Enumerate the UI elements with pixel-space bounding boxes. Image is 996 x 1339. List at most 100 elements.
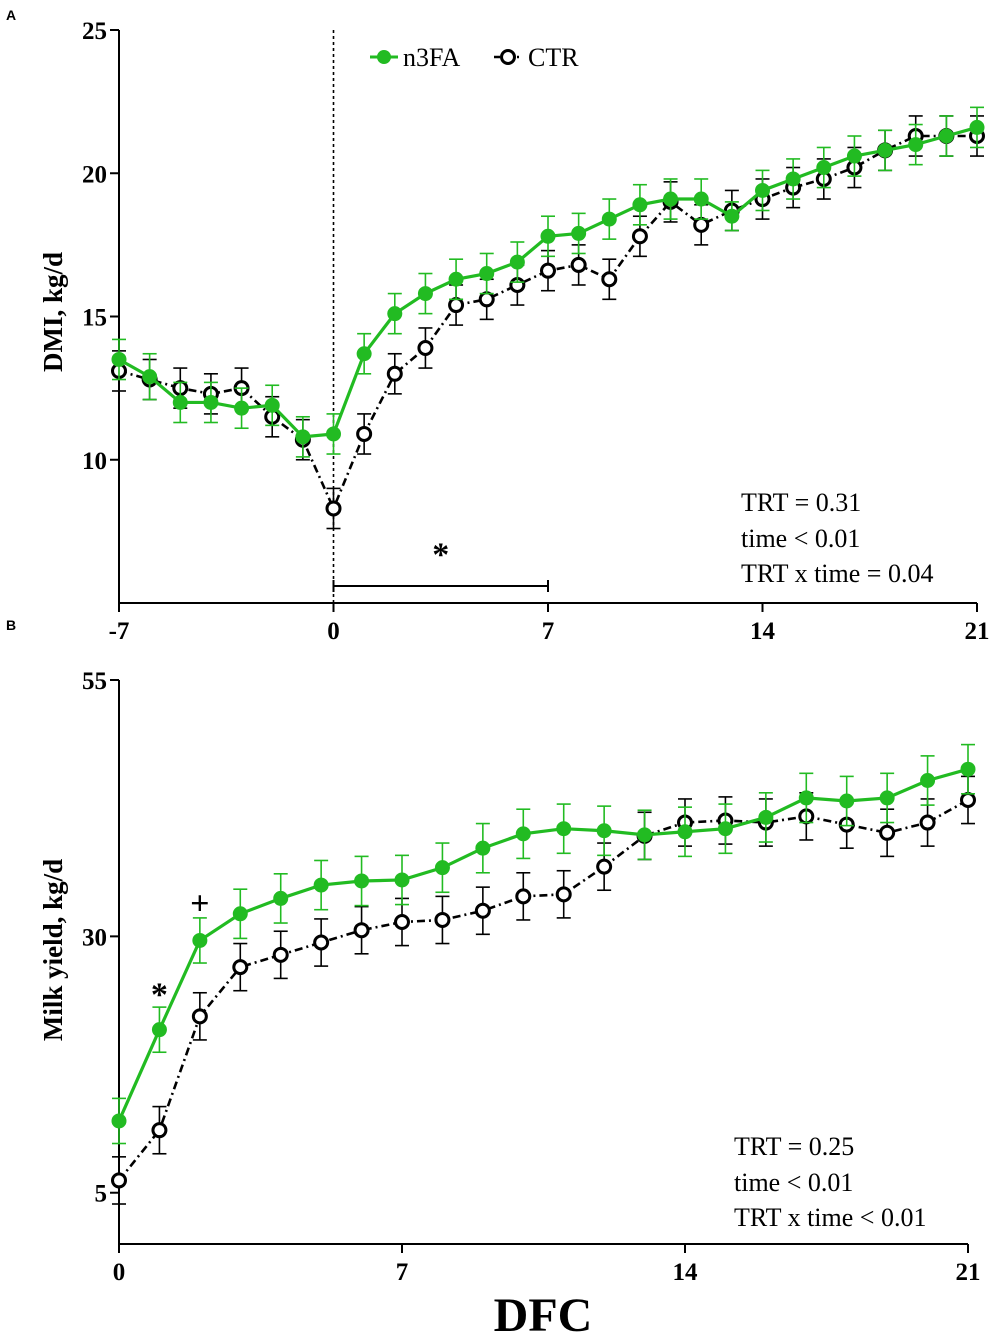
data-point-n3fa bbox=[111, 351, 127, 367]
x-tick-label: 14 bbox=[750, 618, 776, 645]
legend-ctr-marker bbox=[500, 49, 516, 65]
legend-n3fa-marker bbox=[377, 50, 391, 64]
data-point-ctr bbox=[434, 911, 451, 928]
data-point-ctr bbox=[570, 256, 587, 273]
data-point-n3fa bbox=[417, 286, 433, 302]
data-point-n3fa bbox=[515, 826, 531, 842]
data-point-ctr bbox=[919, 814, 936, 831]
data-point-n3fa bbox=[387, 306, 403, 322]
data-point-n3fa bbox=[637, 827, 653, 843]
panel-a-stat-time: time < 0.01 bbox=[741, 524, 860, 553]
data-point-n3fa bbox=[448, 271, 464, 287]
legend-ctr-label: CTR bbox=[528, 43, 579, 72]
legend: n3FA CTR bbox=[370, 43, 579, 72]
data-point-ctr bbox=[631, 228, 648, 245]
data-point-n3fa bbox=[356, 346, 372, 362]
x-tick-label: 21 bbox=[956, 1259, 981, 1286]
series-ctr bbox=[111, 115, 985, 530]
series-n3fa bbox=[111, 743, 976, 1145]
data-point-ctr bbox=[448, 297, 465, 314]
data-point-ctr bbox=[325, 500, 342, 517]
data-point-n3fa bbox=[172, 394, 188, 410]
data-point-n3fa bbox=[908, 137, 924, 153]
panel-b-marks: *+ bbox=[111, 743, 976, 1205]
panel-b-stats: TRT = 0.25 time < 0.01 TRT x time < 0.01 bbox=[734, 1132, 926, 1232]
data-point-ctr bbox=[356, 425, 373, 442]
data-point-ctr bbox=[960, 791, 976, 808]
y-tick-label: 55 bbox=[82, 668, 107, 695]
data-point-ctr bbox=[232, 959, 249, 976]
data-point-n3fa bbox=[663, 191, 679, 207]
data-point-n3fa bbox=[434, 860, 450, 876]
panel-b-ticks: 0 7 14 21 5 30 55 bbox=[82, 668, 981, 1286]
y-tick-label: 5 bbox=[95, 1181, 108, 1208]
data-point-n3fa bbox=[326, 426, 341, 442]
data-point-n3fa bbox=[264, 397, 280, 413]
data-point-n3fa bbox=[601, 211, 617, 227]
data-point-n3fa bbox=[846, 148, 862, 164]
data-point-n3fa bbox=[354, 873, 370, 889]
data-point-n3fa bbox=[479, 266, 495, 282]
data-point-n3fa bbox=[693, 191, 709, 207]
data-point-ctr bbox=[540, 262, 556, 279]
series-n3fa bbox=[111, 106, 985, 458]
series-line bbox=[118, 134, 977, 512]
data-point-n3fa bbox=[111, 1113, 127, 1129]
significance-marker: * bbox=[151, 977, 168, 1014]
data-point-ctr bbox=[394, 914, 410, 931]
data-point-ctr bbox=[191, 1008, 208, 1025]
data-point-ctr bbox=[386, 365, 403, 382]
data-point-ctr bbox=[417, 340, 434, 357]
data-point-n3fa bbox=[234, 400, 250, 416]
legend-item-n3fa: n3FA bbox=[370, 43, 461, 72]
data-point-n3fa bbox=[816, 160, 832, 176]
series-line bbox=[117, 798, 969, 1182]
data-point-n3fa bbox=[273, 890, 289, 906]
significance-marker: + bbox=[190, 885, 209, 922]
data-point-ctr bbox=[693, 216, 710, 233]
data-point-n3fa bbox=[632, 197, 648, 213]
data-point-n3fa bbox=[724, 208, 740, 224]
data-point-ctr bbox=[272, 946, 289, 963]
data-point-n3fa bbox=[960, 761, 976, 777]
y-tick-label: 25 bbox=[82, 18, 107, 45]
series-line bbox=[117, 767, 969, 1122]
data-point-ctr bbox=[313, 934, 330, 951]
panel-b-stat-time: time < 0.01 bbox=[734, 1168, 853, 1197]
significance-marker: * bbox=[432, 536, 449, 573]
data-point-n3fa bbox=[877, 142, 893, 158]
x-tick-label: 21 bbox=[965, 618, 990, 645]
y-tick-label: 30 bbox=[82, 924, 107, 951]
data-point-n3fa bbox=[295, 429, 311, 445]
x-tick-label: 7 bbox=[396, 1259, 409, 1286]
data-point-n3fa bbox=[798, 790, 814, 806]
data-point-n3fa bbox=[839, 793, 855, 809]
panel-a-ticks: -7 0 7 14 21 10 15 20 25 bbox=[82, 18, 990, 645]
data-point-n3fa bbox=[203, 394, 219, 410]
data-point-n3fa bbox=[142, 369, 158, 385]
data-point-n3fa bbox=[509, 254, 525, 270]
data-point-n3fa bbox=[232, 906, 248, 922]
panel-a-stat-trt: TRT = 0.31 bbox=[741, 488, 861, 517]
panel-b-letter: B bbox=[6, 617, 16, 633]
data-point-n3fa bbox=[394, 872, 410, 888]
data-point-ctr bbox=[601, 271, 618, 288]
y-tick-label: 20 bbox=[82, 161, 107, 188]
x-tick-label: -7 bbox=[109, 618, 130, 645]
y-tick-label: 15 bbox=[82, 305, 107, 332]
x-tick-label: 0 bbox=[327, 618, 340, 645]
x-axis-label: DFC bbox=[494, 1289, 593, 1339]
legend-item-ctr: CTR bbox=[494, 43, 579, 72]
data-point-n3fa bbox=[596, 823, 612, 839]
data-point-n3fa bbox=[717, 821, 733, 837]
panel-a-marks: * bbox=[111, 30, 985, 603]
data-point-n3fa bbox=[938, 128, 954, 144]
data-point-ctr bbox=[474, 902, 491, 919]
data-point-n3fa bbox=[785, 171, 801, 187]
data-point-ctr bbox=[111, 1172, 127, 1189]
panel-a-stats: TRT = 0.31 time < 0.01 TRT x time = 0.04 bbox=[741, 488, 933, 588]
data-point-n3fa bbox=[313, 877, 329, 893]
panel-a-y-label: DMI, kg/d bbox=[38, 252, 68, 372]
